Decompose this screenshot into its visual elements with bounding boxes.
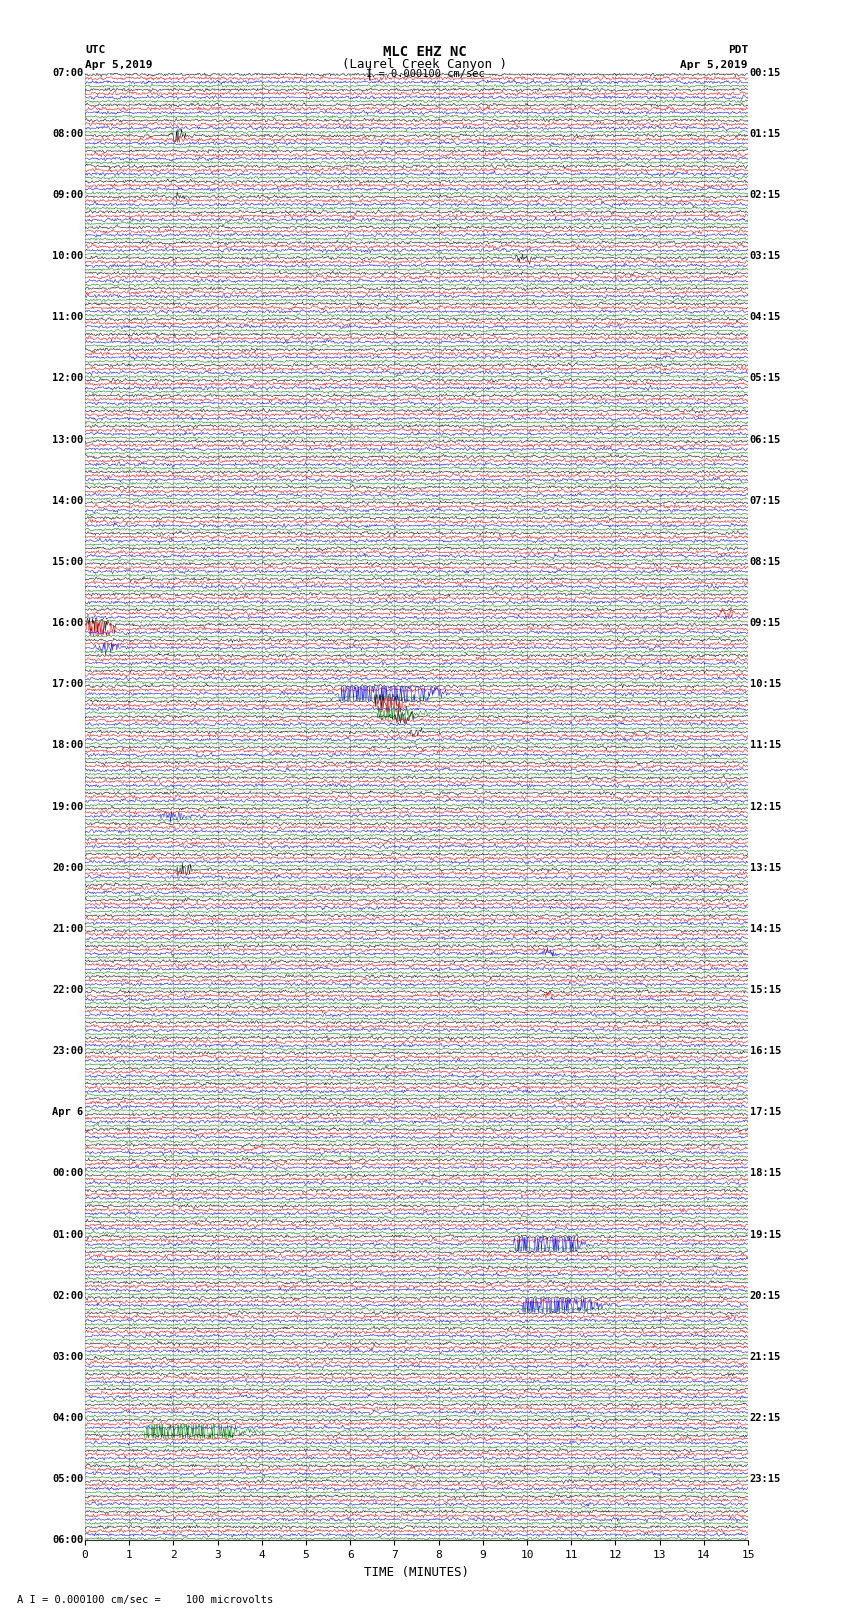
Text: |: | — [366, 68, 373, 81]
Text: 19:15: 19:15 — [750, 1229, 781, 1240]
Text: 16:00: 16:00 — [52, 618, 83, 627]
Text: 06:00: 06:00 — [52, 1536, 83, 1545]
Text: 10:15: 10:15 — [750, 679, 781, 689]
Text: 11:00: 11:00 — [52, 313, 83, 323]
Text: 15:00: 15:00 — [52, 556, 83, 566]
Text: PDT: PDT — [728, 45, 748, 55]
Text: UTC: UTC — [85, 45, 105, 55]
Text: (Laurel Creek Canyon ): (Laurel Creek Canyon ) — [343, 58, 507, 71]
Text: 09:00: 09:00 — [52, 190, 83, 200]
Text: 17:00: 17:00 — [52, 679, 83, 689]
Text: 06:15: 06:15 — [750, 434, 781, 445]
Text: 03:00: 03:00 — [52, 1352, 83, 1361]
Text: 02:15: 02:15 — [750, 190, 781, 200]
Text: Apr 5,2019: Apr 5,2019 — [681, 60, 748, 69]
Text: 07:15: 07:15 — [750, 495, 781, 506]
Text: Apr 6: Apr 6 — [52, 1107, 83, 1118]
Text: 04:15: 04:15 — [750, 313, 781, 323]
Text: 23:00: 23:00 — [52, 1047, 83, 1057]
Text: 05:00: 05:00 — [52, 1474, 83, 1484]
Text: 14:00: 14:00 — [52, 495, 83, 506]
Text: 17:15: 17:15 — [750, 1107, 781, 1118]
Text: 00:00: 00:00 — [52, 1168, 83, 1179]
Text: 09:15: 09:15 — [750, 618, 781, 627]
Text: 22:15: 22:15 — [750, 1413, 781, 1423]
Text: 14:15: 14:15 — [750, 924, 781, 934]
Text: 03:15: 03:15 — [750, 252, 781, 261]
Text: 21:00: 21:00 — [52, 924, 83, 934]
Text: 13:00: 13:00 — [52, 434, 83, 445]
Text: 16:15: 16:15 — [750, 1047, 781, 1057]
Text: 00:15: 00:15 — [750, 68, 781, 77]
Text: I = 0.000100 cm/sec: I = 0.000100 cm/sec — [366, 69, 484, 79]
Text: 20:15: 20:15 — [750, 1290, 781, 1300]
Text: 12:15: 12:15 — [750, 802, 781, 811]
Text: 05:15: 05:15 — [750, 373, 781, 384]
Text: 02:00: 02:00 — [52, 1290, 83, 1300]
Text: 01:00: 01:00 — [52, 1229, 83, 1240]
Text: 07:00: 07:00 — [52, 68, 83, 77]
Text: 15:15: 15:15 — [750, 986, 781, 995]
Text: 01:15: 01:15 — [750, 129, 781, 139]
Text: 08:15: 08:15 — [750, 556, 781, 566]
Text: 21:15: 21:15 — [750, 1352, 781, 1361]
Text: 04:00: 04:00 — [52, 1413, 83, 1423]
Text: 20:00: 20:00 — [52, 863, 83, 873]
Text: 10:00: 10:00 — [52, 252, 83, 261]
Text: 19:00: 19:00 — [52, 802, 83, 811]
Text: Apr 5,2019: Apr 5,2019 — [85, 60, 152, 69]
Text: 12:00: 12:00 — [52, 373, 83, 384]
Text: 08:00: 08:00 — [52, 129, 83, 139]
Text: 18:00: 18:00 — [52, 740, 83, 750]
Text: 11:15: 11:15 — [750, 740, 781, 750]
Text: 23:15: 23:15 — [750, 1474, 781, 1484]
Text: 22:00: 22:00 — [52, 986, 83, 995]
Text: A I = 0.000100 cm/sec =    100 microvolts: A I = 0.000100 cm/sec = 100 microvolts — [17, 1595, 273, 1605]
Text: 18:15: 18:15 — [750, 1168, 781, 1179]
X-axis label: TIME (MINUTES): TIME (MINUTES) — [364, 1566, 469, 1579]
Text: 13:15: 13:15 — [750, 863, 781, 873]
Text: MLC EHZ NC: MLC EHZ NC — [383, 45, 467, 60]
